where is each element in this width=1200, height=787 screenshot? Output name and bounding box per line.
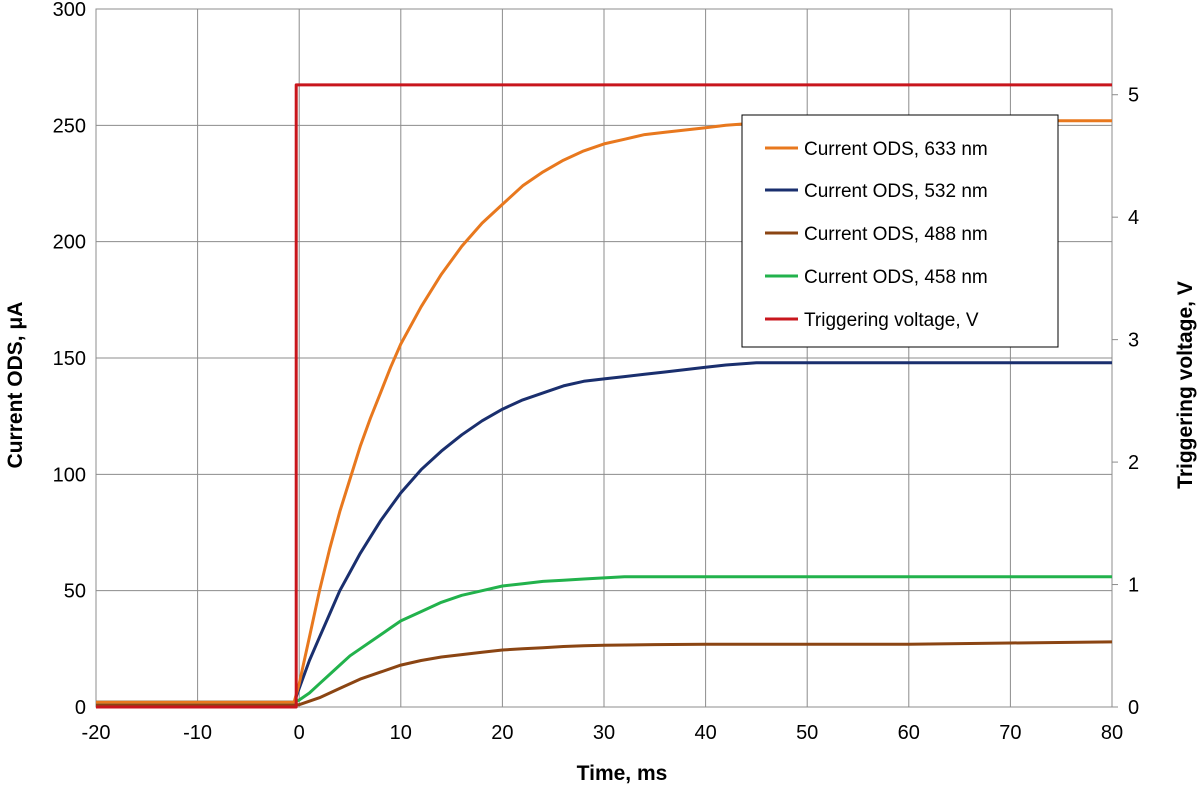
- plot-area: [95, 8, 1118, 708]
- legend-item-633: Current ODS, 633 nm: [765, 139, 988, 160]
- legend-label-488: Current ODS, 488 nm: [804, 224, 988, 245]
- grid-lines: [95, 8, 1113, 708]
- y2-tick-label: 5: [1128, 85, 1139, 107]
- x-tick-label: 70: [999, 722, 1021, 744]
- y2-tick-label: 2: [1128, 452, 1139, 474]
- y-tick-label: 250: [53, 115, 86, 137]
- series-line-0: [96, 119, 1112, 704]
- y2-axis-title: Triggering voltage, V: [1174, 281, 1197, 489]
- y2-tick-label: 1: [1128, 575, 1139, 597]
- y-axis-title: Current ODS, μA: [4, 302, 27, 469]
- x-tick-label: 20: [491, 722, 513, 744]
- y2-tick-label: 0: [1128, 697, 1139, 719]
- y2-tick-label: 3: [1128, 330, 1139, 352]
- legend-label-633: Current ODS, 633 nm: [804, 139, 988, 160]
- legend-item-488: Current ODS, 488 nm: [765, 224, 988, 245]
- legend-label-trigger: Triggering voltage, V: [804, 310, 979, 331]
- series-line-3: [96, 575, 1112, 704]
- y-tick-label: 100: [53, 464, 86, 486]
- x-tick-label: 30: [593, 722, 615, 744]
- y-tick-label: 150: [53, 348, 86, 370]
- x-axis-title: Time, ms: [577, 762, 668, 785]
- y2-tick-label: 4: [1128, 207, 1139, 229]
- plot-border: [95, 8, 1113, 708]
- x-tick-label: 60: [898, 722, 920, 744]
- series-group: [96, 83, 1113, 709]
- y-tick-label: 0: [75, 697, 86, 719]
- tick-labels: -20 -10 0 10 20 30 40 50 60 70 8005010015020025030…: [53, 0, 1140, 744]
- legend-item-trigger: Triggering voltage, V: [765, 310, 979, 331]
- legend-item-458: Current ODS, 458 nm: [765, 267, 988, 288]
- legend-label-532: Current ODS, 532 nm: [804, 181, 988, 202]
- y-tick-label: 300: [53, 0, 86, 21]
- y-tick-label: 200: [53, 232, 86, 254]
- series-line-2: [96, 640, 1113, 707]
- x-tick-label: 0: [294, 722, 305, 744]
- x-tick-label: 80: [1101, 722, 1123, 744]
- x-tick-label: -10: [183, 722, 212, 744]
- x-tick-label: 40: [694, 722, 716, 744]
- x-tick-label: 50: [796, 722, 818, 744]
- legend-box: [741, 114, 1059, 348]
- x-tick-label: 10: [390, 722, 412, 744]
- series-line-4: [96, 83, 1112, 709]
- legend-label-458: Current ODS, 458 nm: [804, 267, 988, 288]
- y-tick-label: 50: [64, 581, 86, 603]
- x-tick-label: -20: [82, 722, 111, 744]
- series-line-1: [96, 361, 1112, 704]
- legend: Current ODS, 633 nm Current ODS, 532 nm …: [741, 114, 1059, 348]
- legend-item-532: Current ODS, 532 nm: [765, 181, 988, 202]
